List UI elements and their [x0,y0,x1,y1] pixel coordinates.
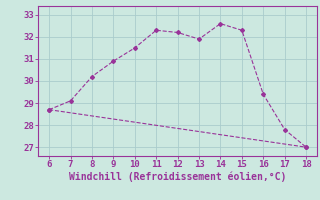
X-axis label: Windchill (Refroidissement éolien,°C): Windchill (Refroidissement éolien,°C) [69,172,286,182]
